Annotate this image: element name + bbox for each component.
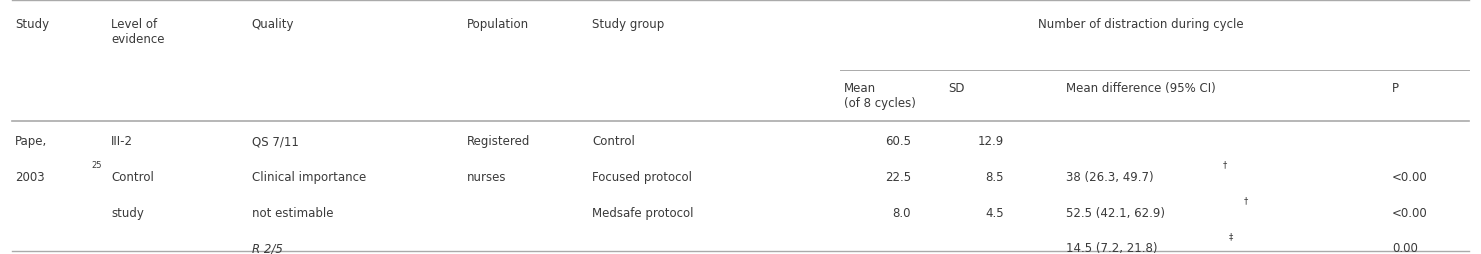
Text: Clinical importance: Clinical importance [252, 170, 366, 183]
Text: 38 (26.3, 49.7): 38 (26.3, 49.7) [1066, 170, 1154, 183]
Text: Mean difference (95% CI): Mean difference (95% CI) [1066, 81, 1216, 94]
Text: nurses: nurses [467, 170, 507, 183]
Text: Pape,: Pape, [15, 135, 47, 148]
Text: P: P [1392, 81, 1400, 94]
Text: not estimable: not estimable [252, 206, 333, 219]
Text: Study: Study [15, 18, 49, 31]
Text: R 2/5: R 2/5 [252, 241, 283, 254]
Text: Medsafe protocol: Medsafe protocol [592, 206, 695, 219]
Text: 8.5: 8.5 [986, 170, 1004, 183]
Text: †: † [1223, 160, 1226, 169]
Text: 12.9: 12.9 [977, 135, 1004, 148]
Text: Control: Control [111, 170, 154, 183]
Text: 60.5: 60.5 [884, 135, 911, 148]
Text: QS 7/11: QS 7/11 [252, 135, 299, 148]
Text: Population: Population [467, 18, 529, 31]
Text: 14.5 (7.2, 21.8): 14.5 (7.2, 21.8) [1066, 241, 1158, 254]
Text: 22.5: 22.5 [884, 170, 911, 183]
Text: 8.0: 8.0 [893, 206, 911, 219]
Text: Quality: Quality [252, 18, 295, 31]
Text: Control: Control [592, 135, 635, 148]
Text: 2003: 2003 [15, 170, 44, 183]
Text: <0.00: <0.00 [1392, 170, 1428, 183]
Text: 52.5 (42.1, 62.9): 52.5 (42.1, 62.9) [1066, 206, 1166, 219]
Text: †: † [1244, 196, 1248, 204]
Text: SD: SD [948, 81, 964, 94]
Text: study: study [111, 206, 144, 219]
Text: 25: 25 [92, 160, 102, 169]
Text: Level of
evidence: Level of evidence [111, 18, 164, 46]
Text: Focused protocol: Focused protocol [592, 170, 693, 183]
Text: ‡: ‡ [1229, 231, 1234, 240]
Text: III-2: III-2 [111, 135, 133, 148]
Text: Registered: Registered [467, 135, 530, 148]
Text: Study group: Study group [592, 18, 665, 31]
Text: 0.00: 0.00 [1392, 241, 1417, 254]
Text: Number of distraction during cycle: Number of distraction during cycle [1038, 18, 1243, 31]
Text: <0.00: <0.00 [1392, 206, 1428, 219]
Text: Mean
(of 8 cycles): Mean (of 8 cycles) [844, 81, 917, 109]
Text: 4.5: 4.5 [985, 206, 1004, 219]
